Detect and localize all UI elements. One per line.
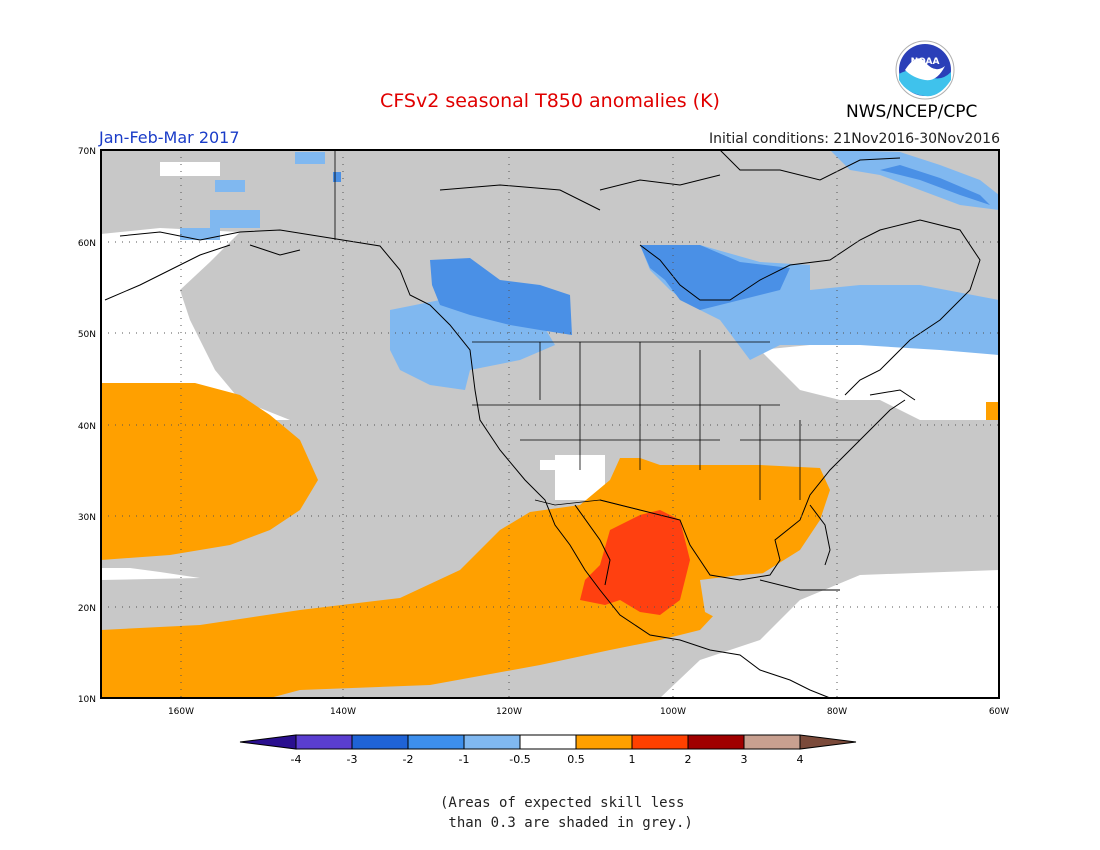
lon-tick: 120W — [496, 707, 522, 717]
neutral-area — [760, 340, 999, 420]
weak-cool-anomaly-area — [295, 152, 325, 164]
colorbar-arrow-low — [239, 734, 297, 750]
political-borders — [334, 150, 860, 511]
colorbar-swatch — [519, 734, 577, 750]
lat-tick: 20N — [78, 604, 96, 614]
low-skill-area — [700, 572, 780, 620]
agency-label: NWS/NCEP/CPC — [846, 102, 978, 122]
colorbar-swatch — [687, 734, 745, 750]
lon-tick: 60W — [989, 707, 1009, 717]
lat-tick: 60N — [78, 239, 96, 249]
colorbar-swatch — [743, 734, 801, 750]
logo-text: NOAA — [911, 57, 940, 67]
strong-warm-anomaly-area — [580, 510, 690, 615]
map-title: CFSv2 seasonal T850 anomalies (K) — [380, 90, 720, 112]
colorbar-swatch — [463, 734, 521, 750]
lon-tick: 140W — [330, 707, 356, 717]
weak-cool-anomaly-area — [210, 210, 260, 228]
colorbar-label: 0.5 — [567, 753, 585, 766]
coastlines — [104, 149, 981, 699]
colorbar-label: -1 — [459, 753, 470, 766]
weak-cool-anomaly-area — [215, 180, 245, 192]
colorbar-swatch — [631, 734, 689, 750]
colorbar-swatch — [295, 734, 353, 750]
lat-ticks: 10N 20N 30N 40N 50N 60N 70N — [78, 147, 96, 705]
lon-tick: 160W — [168, 707, 194, 717]
colorbar-swatch — [575, 734, 633, 750]
colorbar-label: 4 — [797, 753, 804, 766]
colorbar-arrow-high — [799, 734, 857, 750]
neutral-area — [101, 568, 200, 580]
skill-note: (Areas of expected skill less than 0.3 a… — [440, 793, 760, 833]
skill-note-line1: (Areas of expected skill less — [440, 795, 685, 811]
map-field — [101, 150, 999, 698]
cool-anomaly-area — [640, 245, 790, 310]
colorbar-label: -3 — [347, 753, 358, 766]
colorbar-label: -4 — [291, 753, 302, 766]
warm-anomaly-area — [986, 402, 999, 420]
colorbar-label: -2 — [403, 753, 414, 766]
lat-tick: 30N — [78, 513, 96, 523]
lat-tick: 50N — [78, 330, 96, 340]
neutral-area — [540, 460, 558, 470]
noaa-logo: NOAA — [895, 40, 955, 104]
neutral-area — [660, 570, 999, 698]
warm-anomaly-area — [101, 383, 318, 560]
weak-cool-anomaly-area — [830, 150, 999, 210]
lat-tick: 70N — [78, 147, 96, 157]
initial-conditions-label: Initial conditions: 21Nov2016-30Nov2016 — [709, 131, 1000, 147]
colorbar-swatch — [407, 734, 465, 750]
cool-anomaly-area — [430, 258, 572, 335]
colorbar-label: 3 — [741, 753, 748, 766]
lon-tick: 80W — [827, 707, 847, 717]
neutral-area — [101, 228, 290, 420]
cool-anomaly-area — [880, 165, 990, 205]
colorbar-swatch — [351, 734, 409, 750]
map-frame — [100, 149, 1000, 699]
weak-cool-anomaly-area — [180, 228, 220, 240]
colorbar-label: 2 — [685, 753, 692, 766]
skill-note-line2: than 0.3 are shaded in grey.) — [440, 815, 693, 831]
colorbar: -4 -3 -2 -1 -0.5 0.5 1 2 3 4 — [239, 734, 857, 766]
colorbar-label: 1 — [629, 753, 636, 766]
lon-ticks: 160W 140W 120W 100W 80W 60W — [168, 707, 1009, 717]
neutral-area — [160, 162, 220, 176]
graticule — [101, 150, 999, 698]
season-label: Jan-Feb-Mar 2017 — [99, 128, 240, 147]
lon-tick: 100W — [660, 707, 686, 717]
lat-tick: 40N — [78, 422, 96, 432]
lat-tick: 10N — [78, 695, 96, 705]
colorbar-label: -0.5 — [509, 753, 530, 766]
cool-anomaly-area — [333, 172, 341, 182]
